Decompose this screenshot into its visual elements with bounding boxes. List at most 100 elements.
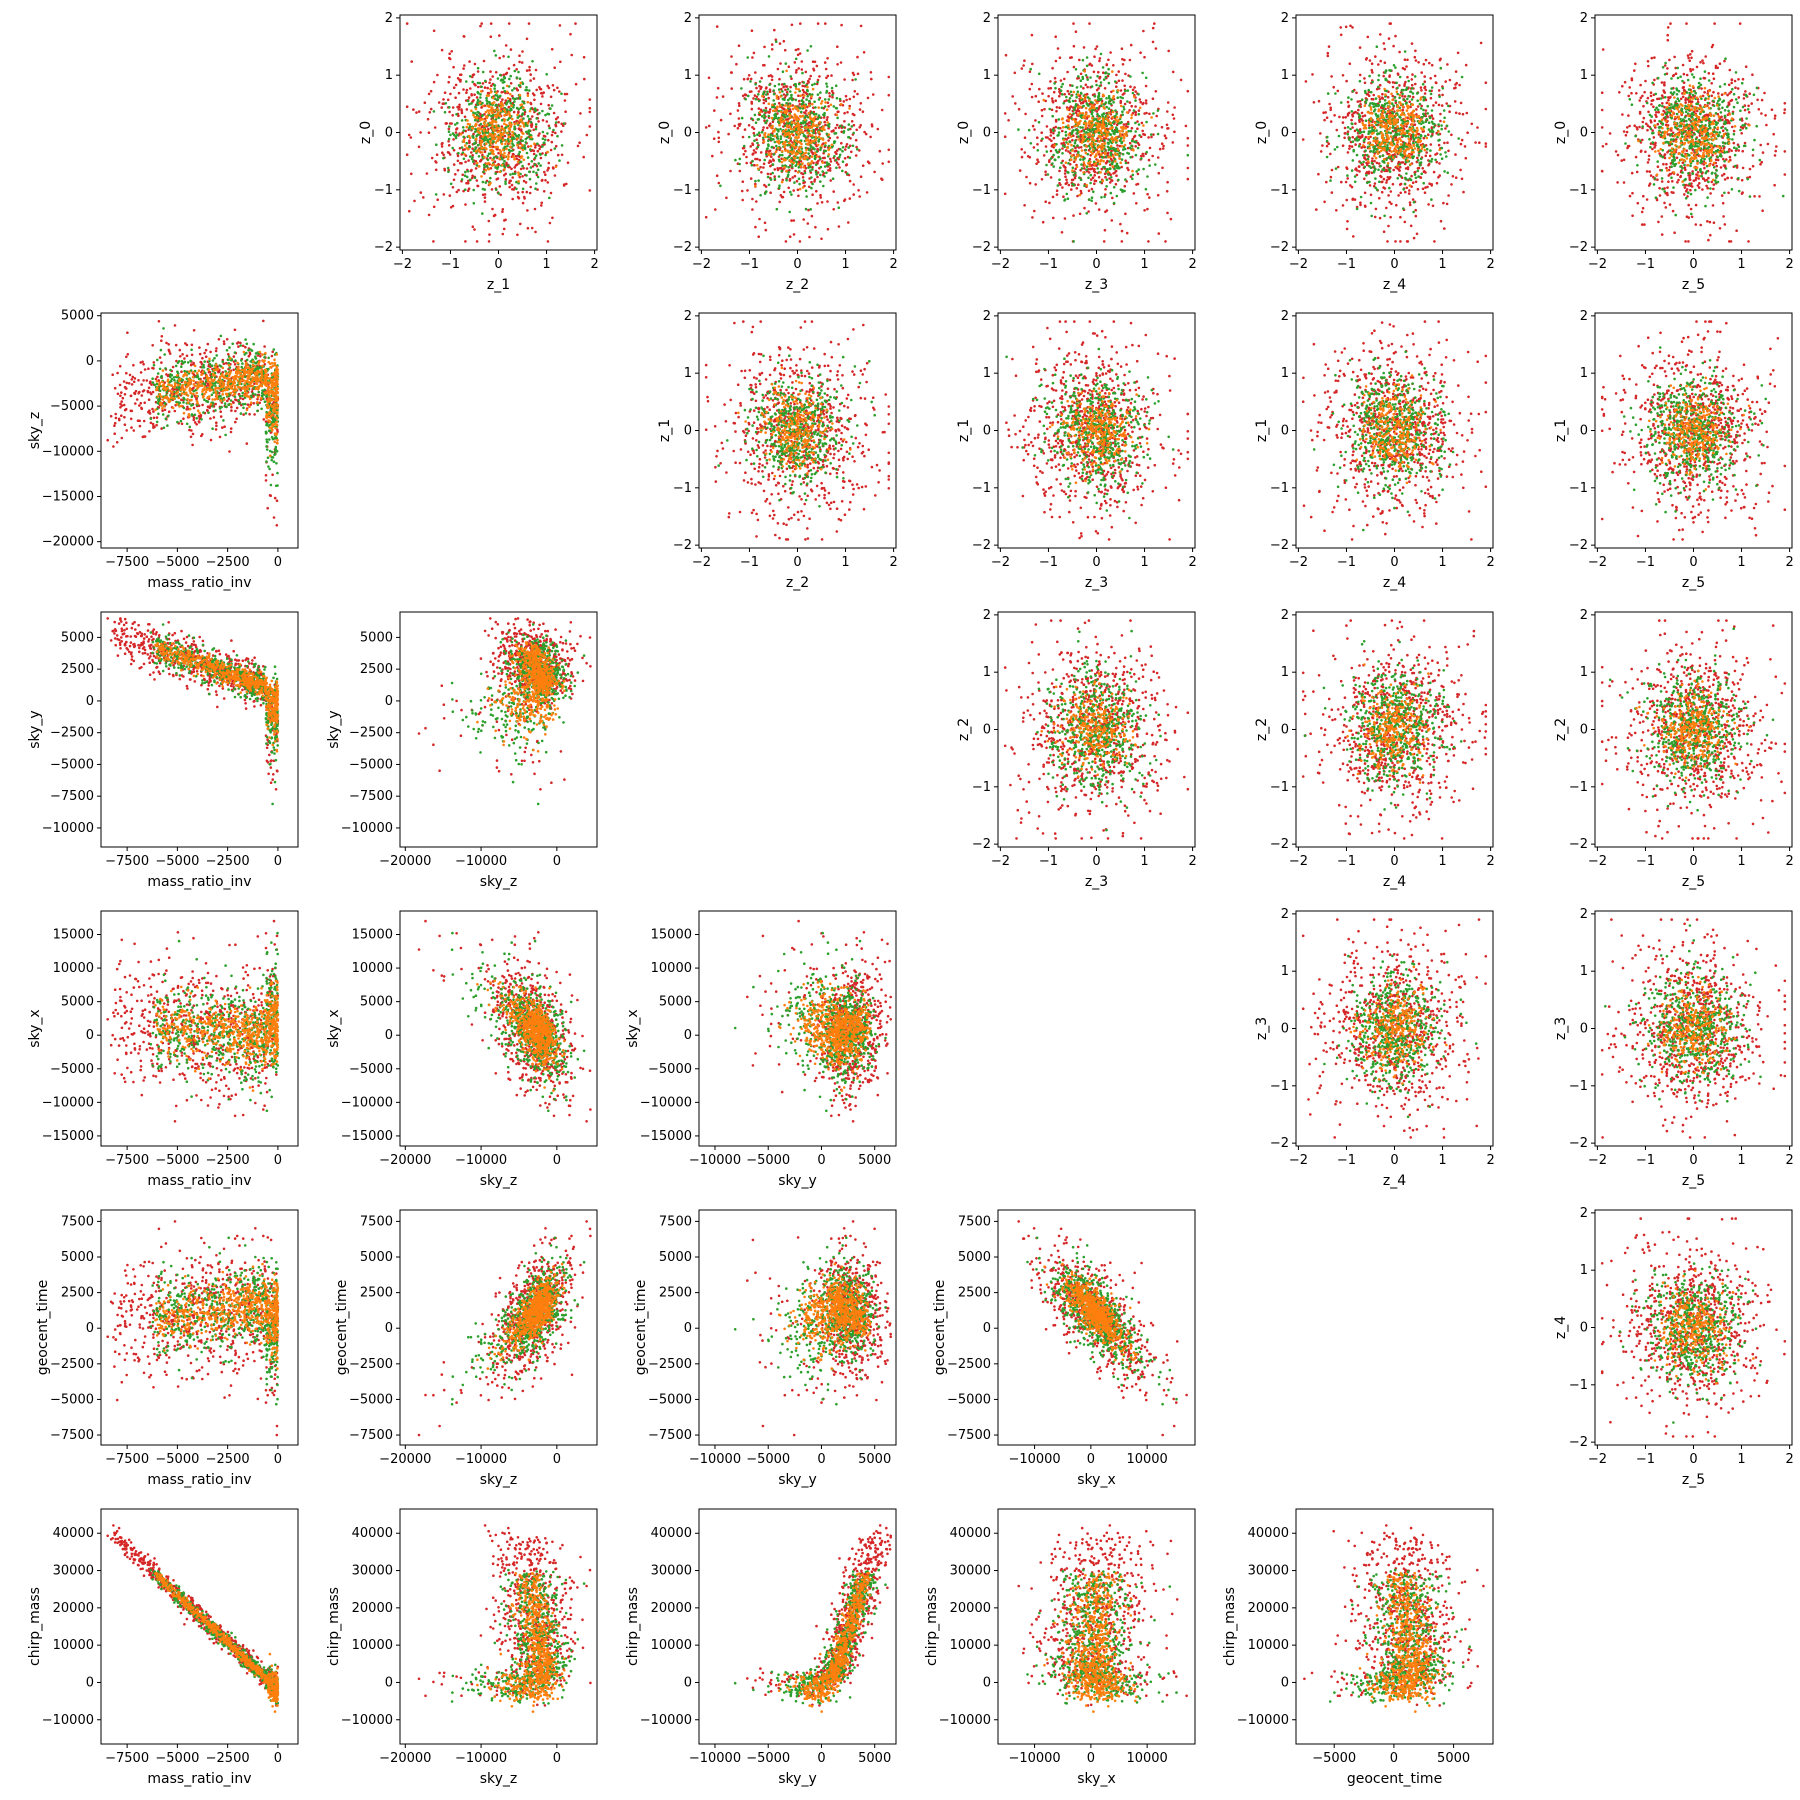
data-point	[133, 381, 136, 384]
data-point	[246, 343, 249, 346]
data-point	[237, 399, 240, 402]
data-point	[140, 402, 143, 405]
data-point	[242, 345, 245, 348]
data-point	[153, 384, 156, 387]
data-point	[123, 404, 126, 407]
data-point	[160, 427, 163, 430]
data-point	[114, 422, 117, 425]
data-point	[121, 404, 124, 407]
data-point	[156, 376, 159, 379]
data-point	[201, 357, 204, 360]
data-point	[269, 494, 272, 497]
data-point	[130, 395, 133, 398]
data-point	[223, 343, 226, 346]
data-point	[159, 356, 162, 359]
data-point	[137, 379, 140, 382]
data-point	[225, 362, 228, 365]
data-point	[224, 434, 227, 437]
data-point	[133, 392, 136, 395]
data-point	[265, 474, 268, 477]
points-sky_z-vs-mass_ratio_inv	[106, 320, 279, 527]
data-point	[152, 391, 155, 394]
data-point	[149, 412, 152, 415]
data-point	[267, 465, 270, 468]
data-point	[263, 345, 266, 348]
data-point	[113, 432, 116, 435]
data-point	[192, 433, 195, 436]
data-point	[142, 390, 145, 393]
data-point	[191, 344, 194, 347]
data-point	[186, 344, 189, 347]
data-point	[271, 355, 274, 358]
data-point	[136, 398, 139, 401]
data-point	[215, 421, 218, 424]
data-point	[117, 393, 120, 396]
data-point	[239, 342, 242, 345]
data-point	[111, 373, 114, 376]
data-point	[230, 431, 233, 434]
data-point	[271, 473, 274, 476]
data-point	[187, 361, 190, 364]
data-point	[240, 412, 243, 415]
data-point	[261, 392, 264, 395]
data-point	[186, 423, 189, 426]
data-point	[203, 352, 206, 355]
data-point	[270, 459, 273, 462]
data-point	[156, 416, 159, 419]
data-point	[155, 378, 158, 381]
data-point	[207, 411, 210, 414]
data-point	[122, 397, 125, 400]
data-point	[184, 361, 187, 364]
data-point	[121, 437, 124, 440]
data-point	[164, 409, 167, 412]
data-point	[202, 364, 205, 367]
data-point	[213, 416, 216, 419]
data-point	[140, 407, 143, 410]
data-point	[258, 402, 261, 405]
data-point	[200, 418, 203, 421]
data-point	[151, 408, 154, 411]
data-point	[142, 363, 145, 366]
data-point	[123, 380, 126, 383]
data-point	[157, 413, 160, 416]
data-point	[218, 370, 221, 373]
data-point	[209, 351, 212, 354]
data-point	[239, 397, 242, 400]
data-point	[113, 424, 116, 427]
data-point	[124, 423, 127, 426]
data-point	[264, 363, 267, 366]
data-point	[215, 428, 218, 431]
data-point	[150, 422, 153, 425]
data-point	[198, 346, 201, 349]
data-point	[152, 367, 155, 370]
data-point	[268, 468, 271, 471]
data-point	[213, 357, 216, 360]
data-point	[175, 344, 178, 347]
data-point	[163, 353, 166, 356]
data-point	[275, 462, 278, 465]
data-point	[114, 413, 117, 416]
data-point	[134, 402, 137, 405]
data-point	[125, 372, 128, 375]
data-point	[252, 392, 255, 395]
data-point	[265, 411, 268, 414]
pair-plot-figure: −7500 −5000 −2500 0−20000−15000−10000−50000…	[0, 0, 1800, 1800]
data-point	[254, 393, 257, 396]
data-point	[219, 436, 222, 439]
data-point	[181, 353, 184, 356]
data-point	[153, 361, 156, 364]
data-point	[207, 400, 210, 403]
data-point	[153, 426, 156, 429]
data-point	[235, 418, 238, 421]
data-point	[134, 377, 137, 380]
data-point	[186, 355, 189, 358]
data-point	[174, 324, 177, 327]
data-point	[262, 320, 265, 323]
data-point	[191, 395, 194, 398]
data-point	[218, 338, 221, 341]
data-point	[172, 366, 175, 369]
data-point	[226, 400, 229, 403]
data-point	[253, 383, 256, 386]
data-point	[167, 343, 170, 346]
data-point	[244, 346, 247, 349]
